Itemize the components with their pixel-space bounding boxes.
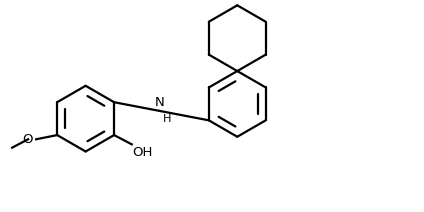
Text: N: N — [155, 96, 165, 109]
Text: H: H — [162, 114, 171, 124]
Text: O: O — [22, 133, 33, 146]
Text: OH: OH — [133, 146, 153, 159]
